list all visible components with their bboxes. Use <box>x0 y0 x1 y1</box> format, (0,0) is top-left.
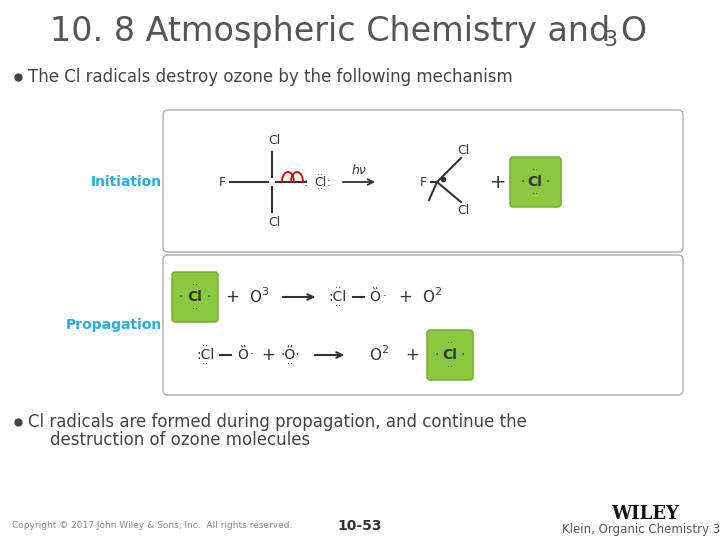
Text: Ö: Ö <box>369 290 380 304</box>
Text: hν: hν <box>351 165 366 178</box>
Text: Cl: Cl <box>457 204 469 217</box>
Text: +: + <box>405 346 419 364</box>
Text: Cl radicals are formed during propagation, and continue the: Cl radicals are formed during propagatio… <box>28 413 527 431</box>
Text: F: F <box>420 176 426 188</box>
Text: 2: 2 <box>382 345 389 355</box>
Text: Klein, Organic Chemistry 3e: Klein, Organic Chemistry 3e <box>562 523 720 537</box>
Text: 2: 2 <box>434 287 441 297</box>
Text: 10-53: 10-53 <box>338 519 382 533</box>
Text: :Cl: :Cl <box>196 348 214 362</box>
Text: ··: ·· <box>202 359 208 369</box>
Text: ··: ·· <box>447 362 453 372</box>
Text: +: + <box>225 288 239 306</box>
Text: Ö: Ö <box>238 348 248 362</box>
Text: ··: ·· <box>287 359 293 369</box>
Text: ··: ·· <box>240 341 246 351</box>
FancyBboxPatch shape <box>510 157 561 207</box>
FancyBboxPatch shape <box>163 110 683 252</box>
Text: ··: ·· <box>447 338 453 348</box>
Text: WILEY: WILEY <box>611 505 679 523</box>
Text: :Cl: :Cl <box>329 290 347 304</box>
Text: 3: 3 <box>261 287 269 297</box>
Text: ··: ·· <box>287 341 293 351</box>
Text: O: O <box>249 289 261 305</box>
Text: O: O <box>369 348 381 362</box>
Text: +: + <box>398 288 412 306</box>
Text: ·: · <box>461 348 465 362</box>
Text: ··: ·· <box>317 170 323 180</box>
Text: Cl: Cl <box>528 175 542 189</box>
FancyBboxPatch shape <box>172 272 218 322</box>
Text: ··: ·· <box>372 283 378 293</box>
Text: ··: ·· <box>532 189 538 199</box>
Text: ·: · <box>383 291 387 303</box>
Text: ·: · <box>521 175 525 189</box>
Text: Cl: Cl <box>268 134 280 147</box>
Text: Cl: Cl <box>314 176 326 188</box>
Text: Cl: Cl <box>443 348 457 362</box>
Text: :: : <box>304 176 308 188</box>
FancyBboxPatch shape <box>427 330 473 380</box>
Text: Cl: Cl <box>268 217 280 230</box>
Text: F: F <box>218 176 225 188</box>
Text: ··: ·· <box>532 165 538 175</box>
Text: +: + <box>490 172 506 192</box>
Text: ··: ·· <box>192 280 198 290</box>
Text: ·: · <box>207 290 211 304</box>
Text: The Cl radicals destroy ozone by the following mechanism: The Cl radicals destroy ozone by the fol… <box>28 68 513 86</box>
Text: Cl: Cl <box>457 144 469 157</box>
Text: ·: · <box>250 348 254 361</box>
Text: ·: · <box>179 290 183 304</box>
Text: ··: ·· <box>192 304 198 314</box>
Text: :: : <box>327 176 331 188</box>
Text: +: + <box>261 346 275 364</box>
Text: O: O <box>422 289 434 305</box>
FancyBboxPatch shape <box>163 255 683 395</box>
Text: ··: ·· <box>335 283 341 293</box>
Text: ·: · <box>546 175 550 189</box>
Text: 3: 3 <box>603 30 617 50</box>
Text: destruction of ozone molecules: destruction of ozone molecules <box>50 431 310 449</box>
Text: Cl: Cl <box>188 290 202 304</box>
Text: ··: ·· <box>202 341 208 351</box>
Text: Propagation: Propagation <box>66 318 162 332</box>
Text: Initiation: Initiation <box>91 175 162 189</box>
Text: ··: ·· <box>335 301 341 311</box>
Text: ·: · <box>435 348 439 362</box>
Text: 10. 8 Atmospheric Chemistry and O: 10. 8 Atmospheric Chemistry and O <box>50 16 647 49</box>
Text: Copyright © 2017 John Wiley & Sons, Inc.  All rights reserved.: Copyright © 2017 John Wiley & Sons, Inc.… <box>12 522 292 530</box>
Text: ·Ö·: ·Ö· <box>280 348 300 362</box>
Text: ··: ·· <box>317 184 323 194</box>
